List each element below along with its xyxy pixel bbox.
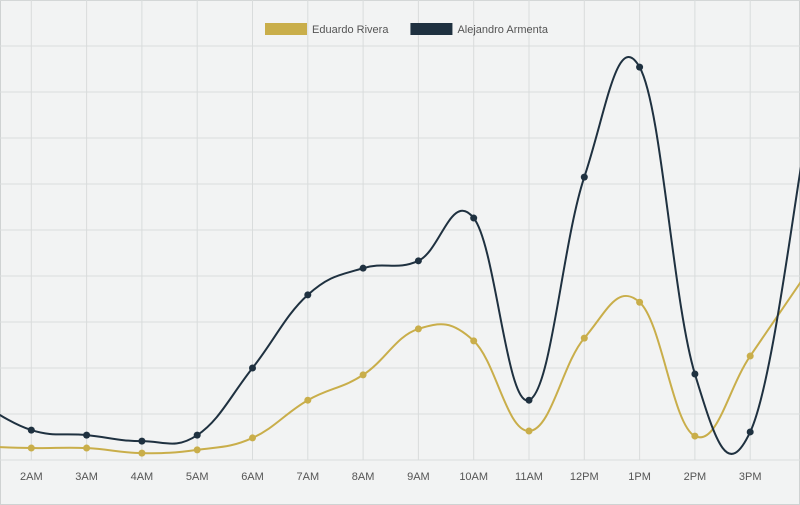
data-point bbox=[359, 264, 367, 272]
x-tick-label: 6AM bbox=[241, 471, 264, 483]
data-point bbox=[470, 337, 478, 345]
x-tick-label: 11AM bbox=[515, 471, 543, 483]
data-point bbox=[193, 446, 201, 454]
grid: 2AM 3AM 4AM 5AM 6AM 7AM 8AM 9AM 10AM 11AM 12PM 1PM 2… bbox=[0, 0, 800, 483]
data-point bbox=[525, 427, 533, 435]
data-point bbox=[138, 437, 146, 445]
data-point bbox=[636, 298, 644, 306]
data-point bbox=[414, 325, 422, 333]
data-point bbox=[27, 426, 35, 434]
data-point bbox=[691, 370, 699, 378]
data-point bbox=[470, 214, 478, 222]
x-tick-label: 3PM bbox=[739, 471, 762, 483]
data-point bbox=[138, 449, 146, 457]
plot bbox=[0, 56, 800, 457]
data-point bbox=[414, 257, 422, 265]
x-tick-label: 8AM bbox=[352, 471, 375, 483]
data-point bbox=[359, 371, 367, 379]
data-point bbox=[580, 334, 588, 342]
data-point bbox=[193, 431, 201, 439]
x-tick-label: 1PM bbox=[628, 471, 651, 483]
data-point bbox=[691, 432, 699, 440]
data-point bbox=[746, 352, 754, 360]
legend-swatch bbox=[265, 23, 307, 35]
x-tick-label: 2AM bbox=[20, 471, 43, 483]
legend: Eduardo Rivera Alejandro Armenta bbox=[265, 23, 549, 36]
x-tick-label: 5AM bbox=[186, 471, 209, 483]
data-point bbox=[304, 396, 312, 404]
x-tick-label: 12PM bbox=[570, 471, 599, 483]
x-tick-label: 10AM bbox=[459, 471, 488, 483]
data-point bbox=[249, 434, 256, 442]
data-point bbox=[746, 428, 754, 436]
x-tick-label: 2PM bbox=[684, 471, 707, 483]
data-point bbox=[525, 396, 533, 404]
x-tick-label: 9AM bbox=[407, 471, 430, 483]
legend-label: Alejandro Armenta bbox=[457, 24, 548, 36]
x-tick-label: 4AM bbox=[131, 471, 154, 483]
data-point bbox=[580, 173, 588, 181]
x-tick-label: 7AM bbox=[296, 471, 319, 483]
data-point bbox=[83, 444, 91, 452]
data-point bbox=[249, 364, 256, 372]
x-tick-label: 3AM bbox=[75, 471, 98, 483]
legend-swatch bbox=[410, 23, 453, 35]
legend-label: Eduardo Rivera bbox=[312, 24, 389, 36]
data-point bbox=[304, 291, 312, 299]
data-point bbox=[83, 431, 91, 439]
data-point bbox=[27, 444, 35, 452]
data-point bbox=[636, 63, 644, 71]
